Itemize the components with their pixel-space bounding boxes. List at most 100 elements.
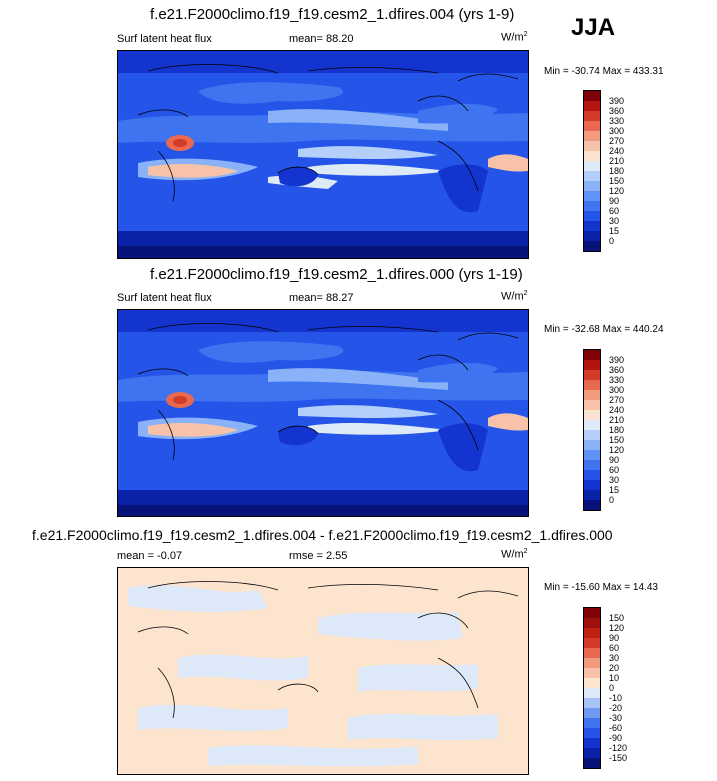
colorbar-swatch [584, 400, 600, 410]
colorbar-swatch [584, 420, 600, 430]
colorbar-swatch [584, 718, 600, 728]
panel2-map [117, 309, 529, 517]
panel1-title: f.e21.F2000climo.f19_f19.cesm2_1.dfires.… [150, 6, 515, 23]
colorbar-tick-label: 300 [609, 125, 625, 136]
colorbar-tick-label: 240 [609, 404, 625, 415]
panel1-map [117, 50, 529, 259]
colorbar-tick-label: 10 [609, 672, 620, 683]
colorbar-swatch [584, 678, 600, 688]
colorbar-swatch [584, 121, 600, 131]
colorbar-tick-label: 210 [609, 155, 625, 166]
panel2-colorbar [583, 349, 601, 511]
panel3-minmax: Min = -15.60 Max = 14.43 [544, 582, 658, 593]
colorbar-tick-label: 150 [609, 612, 625, 623]
season-label: JJA [571, 14, 616, 41]
panel3-units: W/m2 [501, 548, 528, 561]
colorbar-tick-label: 360 [609, 105, 625, 116]
colorbar-swatch [584, 111, 600, 121]
colorbar-swatch [584, 668, 600, 678]
colorbar-swatch [584, 171, 600, 181]
colorbar-swatch [584, 231, 600, 241]
colorbar-tick-label: 90 [609, 632, 620, 643]
colorbar-swatch [584, 410, 600, 420]
colorbar-swatch [584, 430, 600, 440]
colorbar-tick-label: 90 [609, 454, 620, 465]
colorbar-tick-label: 120 [609, 444, 625, 455]
panel3-field [118, 568, 528, 774]
colorbar-swatch [584, 480, 600, 490]
colorbar-tick-label: 60 [609, 642, 620, 653]
colorbar-swatch [584, 708, 600, 718]
colorbar-swatch [584, 758, 600, 768]
colorbar-tick-label: 60 [609, 205, 620, 216]
colorbar-swatch [584, 698, 600, 708]
colorbar-tick-label: 0 [609, 235, 615, 246]
panel1-variable: Surf latent heat flux [117, 33, 212, 45]
colorbar-tick-label: 150 [609, 175, 625, 186]
colorbar-swatch [584, 390, 600, 400]
colorbar-swatch [584, 688, 600, 698]
colorbar-swatch [584, 460, 600, 470]
colorbar-tick-label: 360 [609, 364, 625, 375]
colorbar-swatch [584, 618, 600, 628]
panel3-mean: mean = -0.07 [117, 550, 183, 562]
colorbar-swatch [584, 470, 600, 480]
colorbar-swatch [584, 638, 600, 648]
colorbar-swatch [584, 131, 600, 141]
colorbar-tick-label: 180 [609, 424, 625, 435]
colorbar-tick-label: 210 [609, 414, 625, 425]
panel2-title: f.e21.F2000climo.f19_f19.cesm2_1.dfires.… [150, 266, 523, 283]
colorbar-swatch [584, 440, 600, 450]
colorbar-swatch [584, 608, 600, 618]
colorbar-tick-label: 330 [609, 374, 625, 385]
colorbar-swatch [584, 648, 600, 658]
panel3-colorbar [583, 607, 601, 769]
colorbar-tick-label: 390 [609, 95, 625, 106]
colorbar-tick-label: 20 [609, 662, 620, 673]
colorbar-tick-label: 270 [609, 135, 625, 146]
colorbar-swatch [584, 490, 600, 500]
colorbar-swatch [584, 211, 600, 221]
panel2-variable: Surf latent heat flux [117, 292, 212, 304]
colorbar-swatch [584, 728, 600, 738]
panel2-minmax: Min = -32.68 Max = 440.24 [544, 324, 664, 335]
colorbar-tick-label: 120 [609, 185, 625, 196]
colorbar-tick-label: 0 [609, 682, 615, 693]
colorbar-tick-label: 330 [609, 115, 625, 126]
panel2-field [118, 310, 528, 516]
colorbar-tick-label: 120 [609, 622, 625, 633]
panel2-mean: mean= 88.27 [289, 292, 354, 304]
colorbar-swatch [584, 221, 600, 231]
panel3-rmse: rmse = 2.55 [289, 550, 348, 562]
colorbar-tick-label: 150 [609, 434, 625, 445]
panel1-minmax: Min = -30.74 Max = 433.31 [544, 66, 664, 77]
colorbar-tick-label: 15 [609, 484, 620, 495]
colorbar-swatch [584, 658, 600, 668]
colorbar-tick-label: 240 [609, 145, 625, 156]
panel3-map [117, 567, 529, 775]
colorbar-swatch [584, 241, 600, 251]
colorbar-tick-label: 30 [609, 474, 620, 485]
colorbar-tick-label: 30 [609, 215, 620, 226]
colorbar-tick-label: -10 [609, 692, 623, 703]
colorbar-tick-label: -90 [609, 732, 623, 743]
colorbar-tick-label: 15 [609, 225, 620, 236]
panel1-field [118, 51, 528, 258]
panel1-colorbar [583, 90, 601, 252]
colorbar-tick-label: 390 [609, 354, 625, 365]
panel1-mean: mean= 88.20 [289, 33, 354, 45]
panel2-units: W/m2 [501, 290, 528, 303]
colorbar-swatch [584, 101, 600, 111]
panel3-title: f.e21.F2000climo.f19_f19.cesm2_1.dfires.… [32, 527, 613, 543]
colorbar-tick-label: -150 [609, 752, 628, 763]
colorbar-tick-label: -120 [609, 742, 628, 753]
colorbar-tick-label: -20 [609, 702, 623, 713]
colorbar-swatch [584, 141, 600, 151]
colorbar-swatch [584, 360, 600, 370]
colorbar-tick-label: -60 [609, 722, 623, 733]
colorbar-swatch [584, 380, 600, 390]
colorbar-tick-label: 60 [609, 464, 620, 475]
panel1-units: W/m2 [501, 31, 528, 44]
colorbar-tick-label: 0 [609, 494, 615, 505]
colorbar-swatch [584, 91, 600, 101]
